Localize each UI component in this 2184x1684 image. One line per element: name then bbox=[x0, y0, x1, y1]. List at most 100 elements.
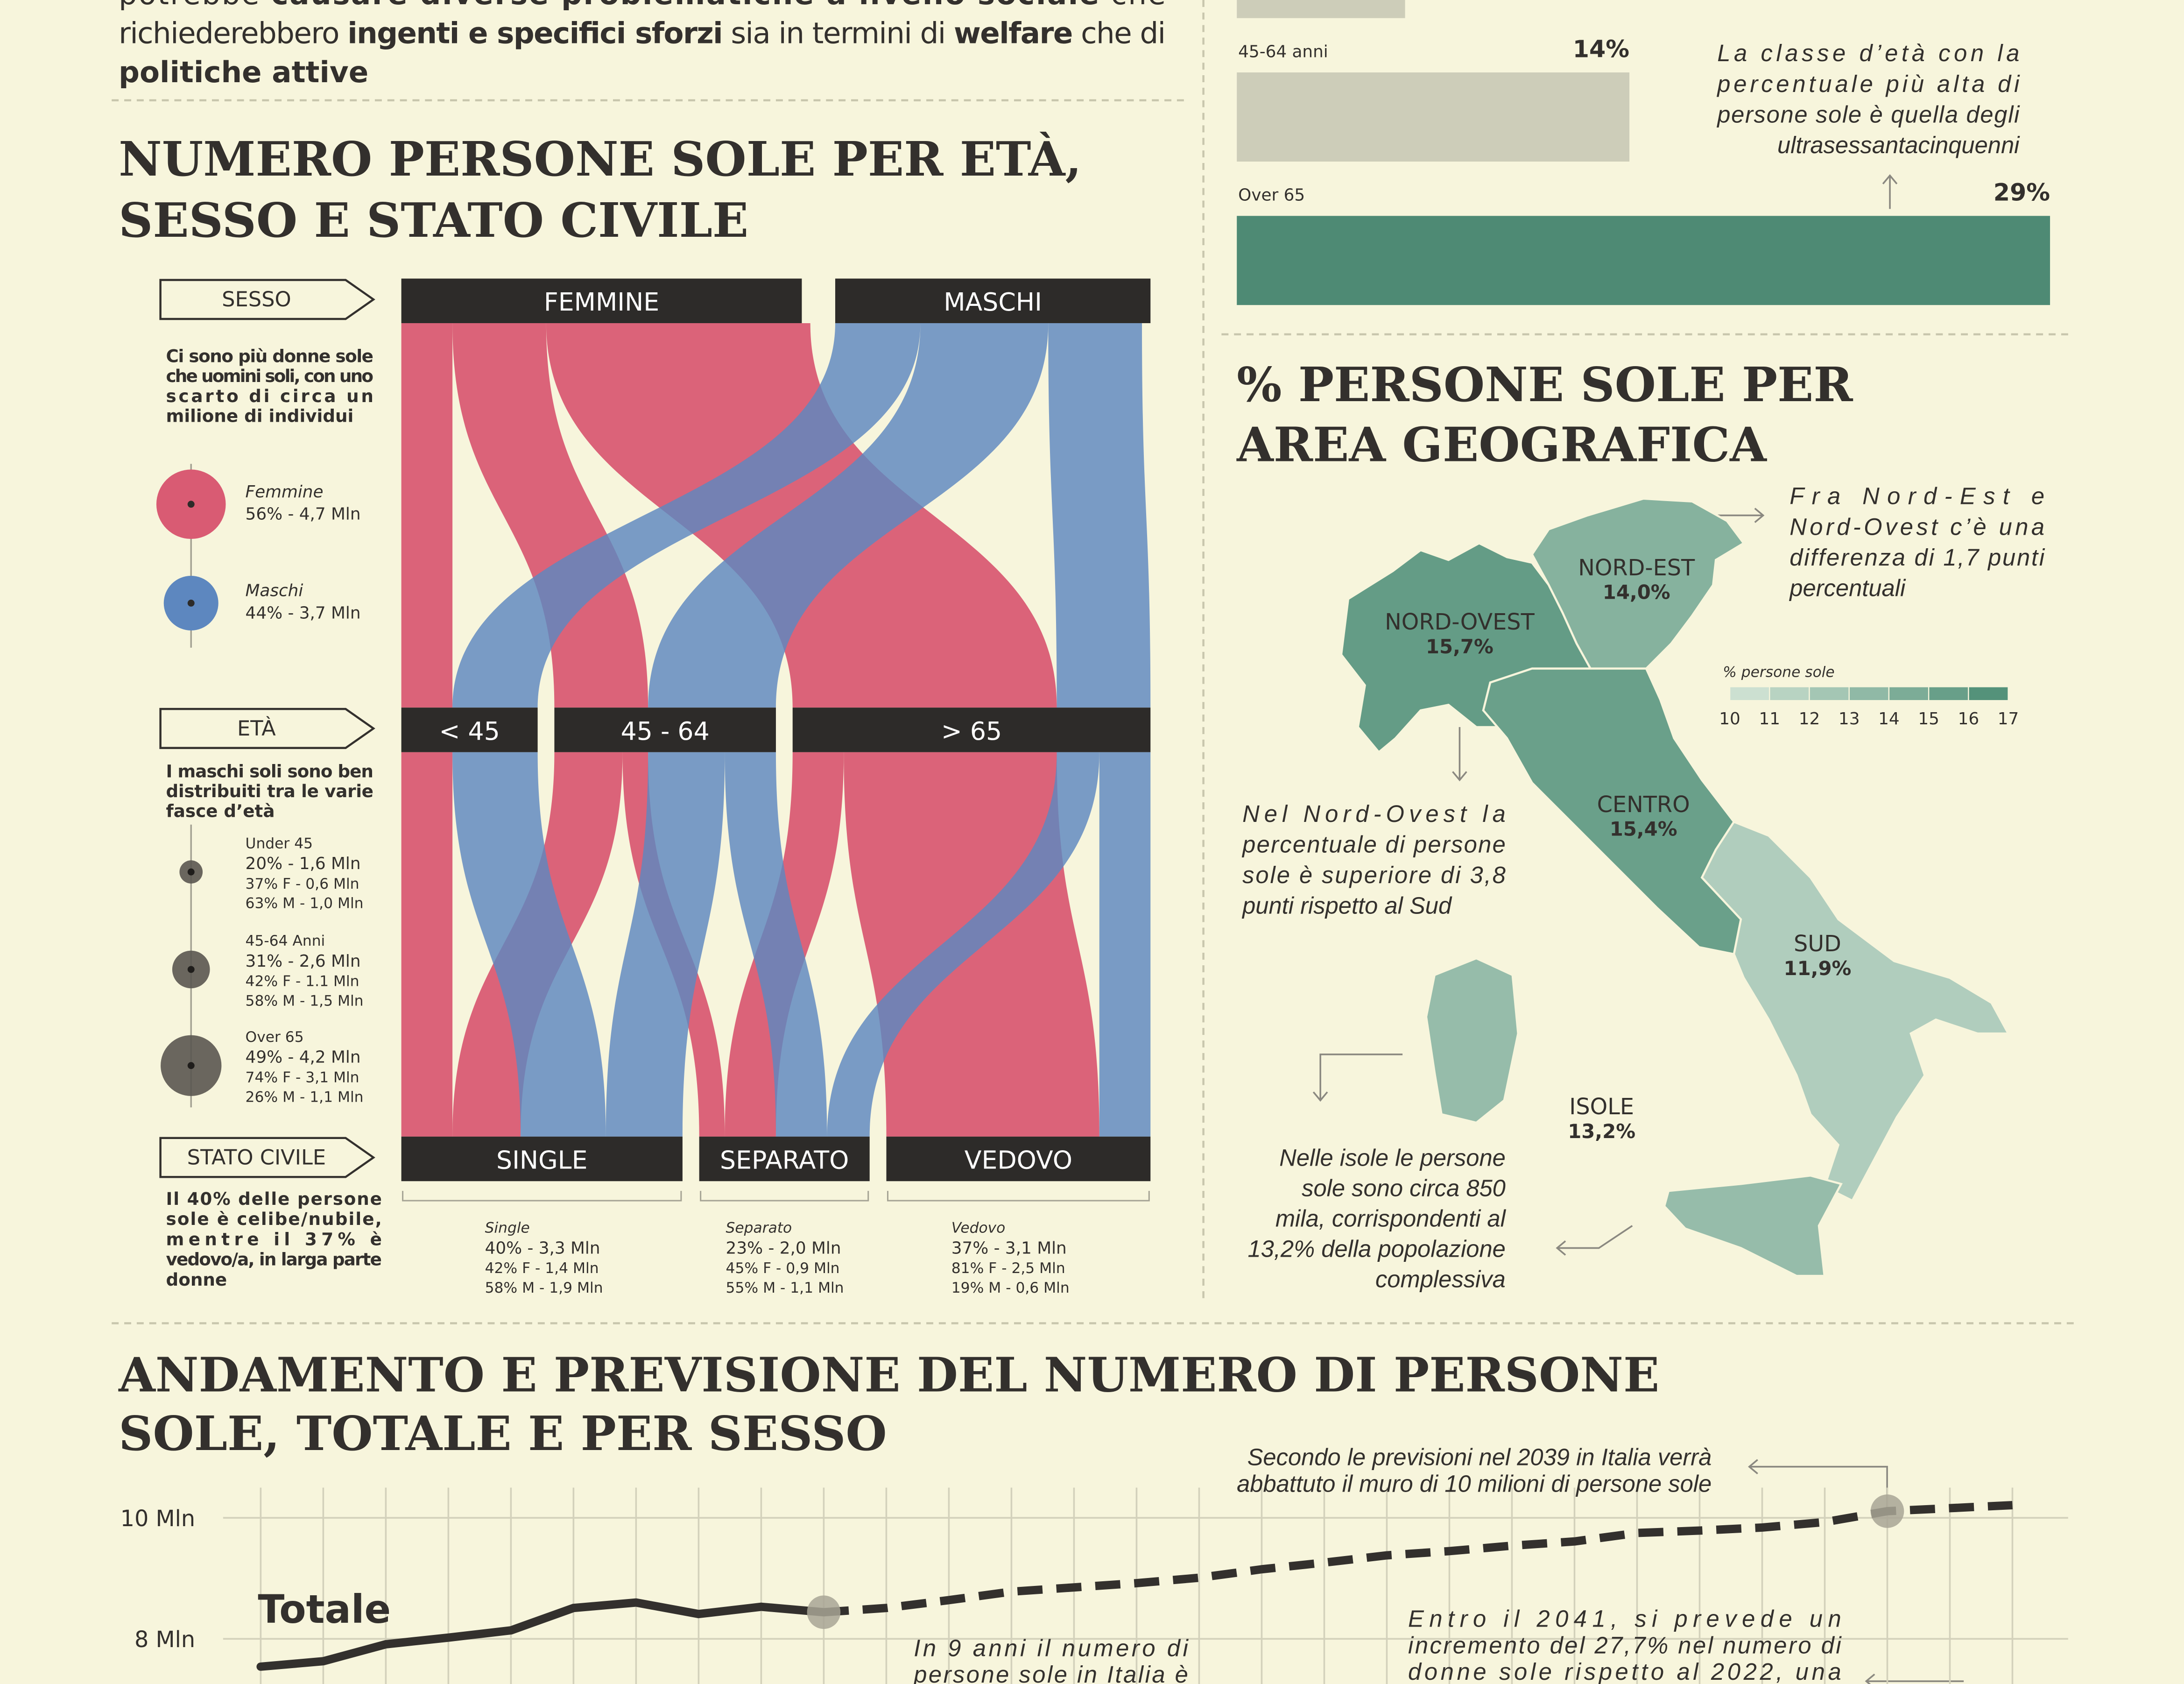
legend-value: 31% - 2,6 Mln bbox=[246, 952, 361, 971]
dot bbox=[187, 1062, 195, 1069]
status-value: 40% - 3,3 Mln bbox=[485, 1238, 600, 1258]
arrow-head bbox=[1556, 1240, 1566, 1256]
bar bbox=[1237, 216, 2050, 305]
status-male: 19% M - 0,6 Mln bbox=[951, 1280, 1070, 1296]
node-header bbox=[886, 1136, 1151, 1182]
legend-name: Under 45 bbox=[246, 835, 313, 852]
dot bbox=[187, 966, 195, 973]
intro-line: potrebbe causare diverse problematiche a… bbox=[119, 0, 1166, 11]
intro-bold: causare diverse problematiche a livello … bbox=[271, 0, 1099, 11]
legend-cell bbox=[1888, 686, 1930, 701]
legend-cell bbox=[1848, 686, 1890, 701]
legend-name: 45-64 Anni bbox=[246, 933, 325, 949]
dot bbox=[187, 600, 195, 607]
legend-value: 20% - 1,6 Mln bbox=[246, 854, 361, 873]
flow bbox=[648, 323, 1049, 708]
arrow-head bbox=[1754, 508, 1765, 523]
annotation-line: sole è superiore di 3,8 bbox=[1242, 862, 1506, 888]
flow bbox=[725, 752, 827, 1137]
section-title: NUMERO PERSONE SOLE PER ETÀ, bbox=[119, 131, 1082, 187]
note-line: mentre il 37% è bbox=[166, 1229, 382, 1249]
legend-female: 74% F - 3,1 Mln bbox=[246, 1069, 359, 1086]
intro-text: sia in termini di bbox=[722, 16, 954, 50]
flow bbox=[401, 752, 453, 1137]
intro-text: richiederebbero bbox=[119, 16, 348, 50]
legend-value: 49% - 4,2 Mln bbox=[246, 1048, 361, 1067]
legend-value: 44% - 3,7 Mln bbox=[246, 603, 361, 623]
node-label: VEDOVO bbox=[965, 1145, 1072, 1175]
region bbox=[1425, 957, 1519, 1124]
step-label-box bbox=[159, 1137, 375, 1178]
section-title: AREA GEOGRAFICA bbox=[1236, 417, 1767, 472]
legend-tick: 16 bbox=[1958, 709, 1980, 729]
region-value: 15,4% bbox=[1610, 818, 1677, 841]
legend-male: 63% M - 1,0 Mln bbox=[246, 895, 364, 912]
legend-cell bbox=[1769, 686, 1810, 701]
legend-tick: 17 bbox=[1998, 709, 2019, 729]
node-label: MASCHI bbox=[944, 287, 1042, 317]
step-label: ETÀ bbox=[237, 716, 276, 741]
legend-male: 26% M - 1,1 Mln bbox=[246, 1089, 364, 1105]
flow bbox=[401, 323, 453, 708]
legend-female: 42% F - 1.1 Mln bbox=[246, 973, 359, 990]
arrow bbox=[1557, 1225, 1633, 1249]
node-label: > 65 bbox=[941, 716, 1002, 746]
arrow-head bbox=[1452, 771, 1467, 782]
legend-female: 37% F - 0,6 Mln bbox=[246, 876, 359, 892]
status-female: 81% F - 2,5 Mln bbox=[951, 1260, 1065, 1277]
intro-line: politiche attive bbox=[119, 55, 368, 89]
legend-name: Maschi bbox=[246, 581, 303, 601]
flow bbox=[606, 752, 725, 1137]
dot bbox=[187, 868, 195, 876]
annotation-line: ultrasessantacinquenni bbox=[1777, 132, 2020, 158]
legend-male: 58% M - 1,5 Mln bbox=[246, 992, 364, 1009]
annotation-line: 13,2% della popolazione bbox=[1247, 1236, 1505, 1262]
section-title: SESSO E STATO CIVILE bbox=[119, 192, 748, 248]
region-name: NORD-EST bbox=[1578, 555, 1695, 581]
note-line: Ci sono più donne sole bbox=[166, 346, 373, 366]
flow bbox=[827, 752, 1099, 1137]
y-tick-label: 8 Mln bbox=[134, 1627, 195, 1653]
annotation-line: sole sono circa 850 bbox=[1302, 1175, 1506, 1201]
intro-bold: politiche attive bbox=[119, 55, 368, 89]
intro-line: richiederebbero ingenti e specifici sfor… bbox=[119, 16, 1166, 50]
section-title: % PERSONE SOLE PER bbox=[1237, 357, 1853, 412]
step-label: SESSO bbox=[222, 287, 291, 311]
note-line: I maschi soli sono ben bbox=[166, 761, 373, 781]
region-name: CENTRO bbox=[1597, 792, 1690, 818]
region-value: 15,7% bbox=[1426, 635, 1494, 658]
flow bbox=[452, 323, 648, 708]
status-name: Separato bbox=[726, 1220, 792, 1237]
node-label: < 45 bbox=[439, 716, 500, 746]
legend-cell bbox=[1729, 686, 1770, 701]
dot bbox=[187, 501, 195, 508]
note-line: distribuiti tra le varie bbox=[166, 781, 373, 801]
node-label: SINGLE bbox=[496, 1145, 587, 1175]
region bbox=[1663, 1175, 1843, 1277]
legend-cell bbox=[1968, 686, 2009, 701]
flow bbox=[452, 752, 606, 1137]
node-header bbox=[401, 278, 802, 323]
section-title: ANDAMENTO E PREVISIONE DEL NUMERO DI PER… bbox=[118, 1347, 1659, 1403]
legend-value: 56% - 4,7 Mln bbox=[246, 505, 361, 524]
bar-value: 14% bbox=[1573, 35, 1629, 63]
bar-category: Over 65 bbox=[1238, 185, 1305, 205]
intro-text: potrebbe bbox=[119, 0, 270, 11]
annotation-line: complessiva bbox=[1375, 1266, 1506, 1293]
legend-tick: 10 bbox=[1719, 709, 1740, 729]
y-tick-label: 10 Mln bbox=[120, 1506, 196, 1532]
legend-cell bbox=[1809, 686, 1850, 701]
annotation-line: mila, corrispondenti al bbox=[1275, 1205, 1507, 1232]
arrow-head bbox=[1882, 174, 1898, 184]
arrow-head bbox=[1748, 1459, 1758, 1474]
annotation-line: percentuali bbox=[1789, 575, 1906, 601]
region-value: 13,2% bbox=[1568, 1120, 1635, 1143]
annotation-line: Nelle isole le persone bbox=[1279, 1144, 1506, 1171]
series-line bbox=[256, 1598, 828, 1671]
annotation-line: Secondo le previsioni nel 2039 in Italia… bbox=[1247, 1444, 1712, 1471]
note-line: milione di individui bbox=[166, 405, 354, 426]
legend-cell bbox=[1928, 686, 1969, 701]
annotation-line: percentuale più alta di bbox=[1716, 71, 2020, 97]
status-male: 58% M - 1,9 Mln bbox=[485, 1280, 603, 1296]
flow bbox=[1048, 323, 1151, 708]
